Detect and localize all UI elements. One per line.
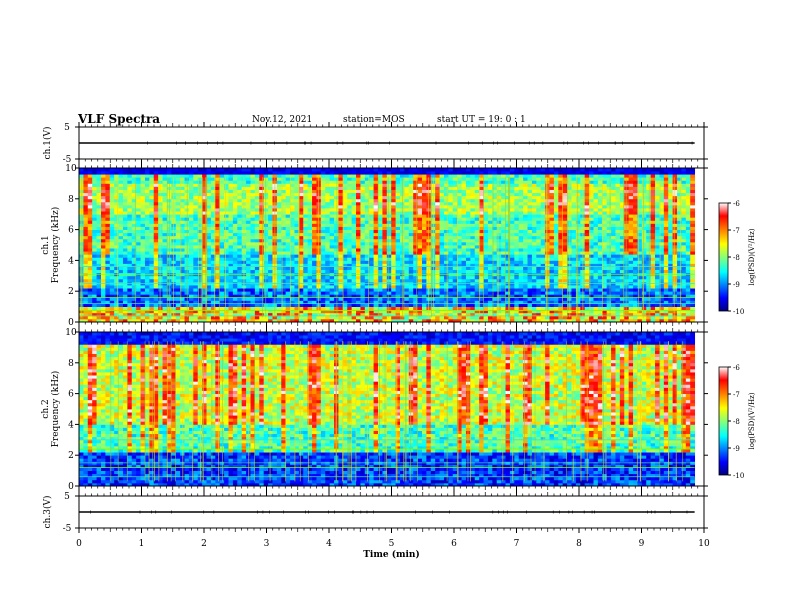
y-tick-label: 6 (68, 226, 74, 236)
y-tick-label: 4 (68, 420, 74, 430)
x-tick-label: 2 (201, 539, 207, 549)
x-axis-label: Time (min) (363, 549, 420, 560)
colorbar-tick-label: -6 (733, 364, 740, 372)
colorbar-tick-label: -10 (733, 472, 744, 480)
colorbar-tick-label: -6 (733, 200, 740, 208)
x-tick-label: 0 (76, 539, 82, 549)
x-tick-label: 10 (698, 539, 710, 549)
y-tick-label: 5 (64, 123, 70, 133)
start-time-label: start UT = 19: 0 : 1 (437, 115, 526, 125)
ch1-spectrogram-ylabel-ch: ch.1 (41, 235, 51, 254)
ch2-spectrogram-colorbar (718, 366, 729, 476)
y-tick-label: 0 (68, 318, 74, 328)
y-tick-label: 4 (68, 256, 74, 266)
x-tick-label: 7 (514, 539, 520, 549)
x-tick-label: 8 (576, 539, 582, 549)
station-label: station=MOS (343, 115, 405, 125)
x-tick-label: 9 (639, 539, 645, 549)
y-tick-label: 0 (68, 482, 74, 492)
colorbar-tick-label: -9 (733, 281, 740, 289)
y-tick-label: 8 (68, 195, 74, 205)
y-tick-label: 8 (68, 359, 74, 369)
y-tick-label: 2 (68, 287, 74, 297)
ch2-spectrogram-ylabel-freq: Frequency (kHz) (50, 371, 61, 448)
ch1-spectrogram-pixels (79, 168, 696, 323)
y-tick-label: 2 (68, 451, 74, 461)
x-tick-label: 4 (326, 539, 332, 549)
ch1-spectrogram-colorbar-label: log(PSD)(V²/Hz) (748, 228, 756, 285)
ch1-waveform-ylabel: ch.1(V) (42, 127, 53, 160)
figure-title: VLF Spectra (78, 112, 161, 126)
x-tick-label: 6 (451, 539, 457, 549)
ch2-spectrogram-colorbar-label: log(PSD)(V²/Hz) (748, 392, 756, 449)
colorbar-tick-label: -10 (733, 308, 744, 316)
y-tick-label: 10 (65, 328, 77, 338)
ch1-spectrogram-ylabel-freq: Frequency (kHz) (50, 207, 61, 284)
ch1-spectrogram-colorbar (718, 202, 729, 312)
ch2-spectrogram-ylabel-ch: ch.2 (41, 399, 51, 418)
colorbar-tick-label: -7 (733, 391, 740, 399)
y-tick-label: 6 (68, 390, 74, 400)
colorbar-tick-label: -7 (733, 227, 740, 235)
x-tick-label: 5 (389, 539, 395, 549)
y-tick-label: 5 (64, 492, 70, 502)
y-tick-label: -5 (63, 155, 72, 165)
colorbar-tick-label: -9 (733, 445, 740, 453)
colorbar-tick-label: -8 (733, 254, 740, 262)
y-tick-label: 10 (65, 164, 77, 174)
date-label: Nov.12, 2021 (252, 115, 313, 125)
colorbar-tick-label: -8 (733, 418, 740, 426)
ch3-waveform-ylabel: ch.3(V) (42, 496, 53, 529)
x-tick-label: 3 (264, 539, 270, 549)
x-tick-label: 1 (139, 539, 145, 549)
y-tick-label: -5 (63, 524, 72, 534)
